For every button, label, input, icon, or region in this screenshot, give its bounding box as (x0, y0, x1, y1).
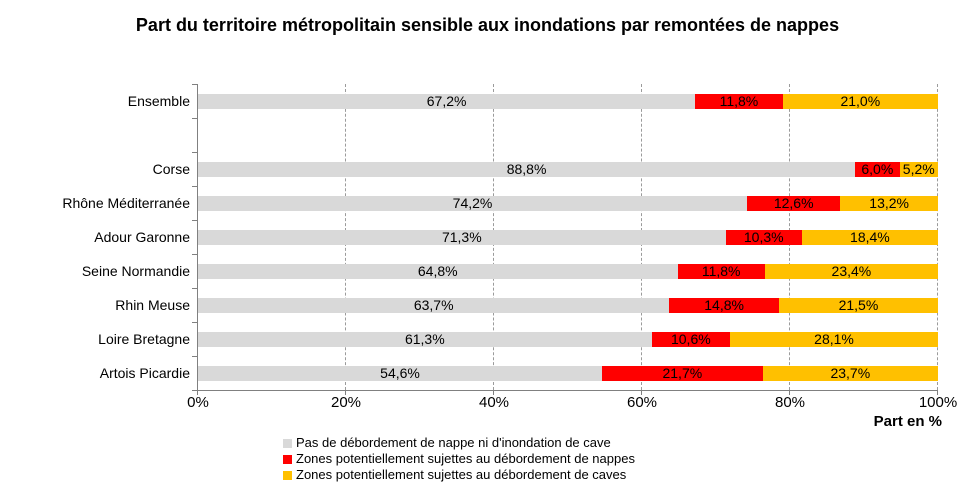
bar-segment-label: 21,0% (840, 93, 881, 109)
category-label: Adour Garonne (94, 229, 190, 245)
bar-segment (899, 162, 938, 177)
legend-item: Zones potentiellement sujettes au débord… (283, 451, 635, 467)
bar-segment-label: 71,3% (441, 229, 482, 245)
bar-segment-label: 10,6% (670, 331, 711, 347)
y-tick-mark (192, 186, 198, 187)
legend-label: Zones potentiellement sujettes au débord… (296, 451, 635, 466)
bar-segment-label: 14,8% (704, 297, 744, 313)
y-tick-mark (192, 254, 198, 255)
bar-segment-label: 13,2% (869, 195, 910, 211)
legend-swatch (283, 455, 292, 464)
bar-segment-label: 21,5% (838, 297, 879, 313)
bar-segment (840, 196, 938, 211)
bar-segment-label: 10,3% (743, 229, 784, 245)
bar-segment (695, 94, 783, 109)
x-tick-label: 100% (918, 394, 958, 411)
y-tick-mark (192, 322, 198, 323)
bar-segment-label: 54,6% (380, 365, 420, 381)
bar-segment (198, 366, 603, 381)
x-tick-mark (345, 390, 346, 395)
bar-segment-label: 12,6% (773, 195, 814, 211)
x-axis-line (192, 390, 938, 391)
bar-segment (747, 196, 841, 211)
bar-segment (764, 264, 938, 279)
bar-segment-label: 64,8% (417, 263, 458, 279)
y-tick-mark (192, 84, 198, 85)
bar-segment-label: 67,2% (426, 93, 467, 109)
bar-segment (198, 230, 726, 245)
bar-segment-label: 5,2% (902, 161, 935, 177)
bar-segment (602, 366, 763, 381)
x-tick-mark (641, 390, 642, 395)
bar-segment-label: 61,3% (404, 331, 445, 347)
bar-segment-label: 74,2% (452, 195, 493, 211)
x-tick-label: 0% (187, 394, 209, 411)
y-tick-mark (192, 356, 198, 357)
category-label: Loire Bretagne (98, 331, 190, 347)
bar-segment-label: 6,0% (861, 161, 894, 177)
bar-segment (198, 264, 678, 279)
bar-segment (198, 94, 696, 109)
x-tick-mark (789, 390, 790, 395)
legend-swatch (283, 439, 292, 448)
bar-segment-label: 21,7% (662, 365, 703, 381)
category-label: Ensemble (127, 93, 190, 109)
bar-segment-label: 11,8% (701, 263, 741, 279)
bar-segment (801, 230, 938, 245)
x-tick-label: 40% (478, 394, 510, 411)
bar-segment (198, 298, 670, 313)
bar-segment (778, 298, 938, 313)
bar-segment-label: 23,4% (831, 263, 872, 279)
bar-segment-label: 23,7% (830, 365, 871, 381)
x-tick-mark (937, 390, 938, 395)
bar-segment (725, 230, 802, 245)
y-tick-mark (192, 152, 198, 153)
bar-segment (855, 162, 900, 177)
plot-area: 67,2% 11,8% 21,0% 88,8% 6,0% 5,2% 74,2% 12,6% 13… (192, 84, 938, 395)
legend-swatch (283, 471, 292, 480)
legend-label: Zones potentiellement sujettes au débord… (296, 467, 627, 482)
legend: Pas de débordement de nappe ni d'inondat… (283, 435, 635, 483)
bar-segment (762, 366, 938, 381)
category-label: Corse (152, 161, 190, 177)
y-tick-mark (192, 288, 198, 289)
y-axis-line (197, 84, 198, 395)
category-label: Artois Picardie (99, 365, 190, 381)
y-tick-mark (192, 118, 198, 119)
bar-segment (651, 332, 731, 347)
bar-segment (198, 162, 856, 177)
bar-segment-label: 63,7% (413, 297, 454, 313)
legend-item: Pas de débordement de nappe ni d'inondat… (283, 435, 635, 451)
bar-segment (198, 332, 652, 347)
x-tick-mark (493, 390, 494, 395)
x-axis-title: Part en % (873, 413, 942, 430)
category-label: Seine Normandie (81, 263, 190, 279)
bar-segment (677, 264, 765, 279)
x-tick-label: 60% (626, 394, 658, 411)
legend-label: Pas de débordement de nappe ni d'inondat… (296, 435, 611, 450)
bar-segment (782, 94, 938, 109)
bar-segment (669, 298, 779, 313)
bar-segment (730, 332, 938, 347)
bar-segment-label: 28,1% (814, 331, 854, 347)
x-tick-label: 20% (330, 394, 362, 411)
y-tick-mark (192, 220, 198, 221)
x-tick-label: 80% (774, 394, 806, 411)
bar-segment-label: 88,8% (506, 161, 547, 177)
bar-segment-label: 18,4% (850, 229, 890, 245)
bar-segment-label: 11,8% (719, 93, 759, 109)
category-label: Rhin Meuse (115, 297, 190, 313)
bar-segment (198, 196, 748, 211)
legend-item: Zones potentiellement sujettes au débord… (283, 467, 635, 483)
category-label: Rhône Méditerranée (62, 195, 190, 211)
chart-title: Part du territoire métropolitain sensibl… (135, 15, 840, 35)
